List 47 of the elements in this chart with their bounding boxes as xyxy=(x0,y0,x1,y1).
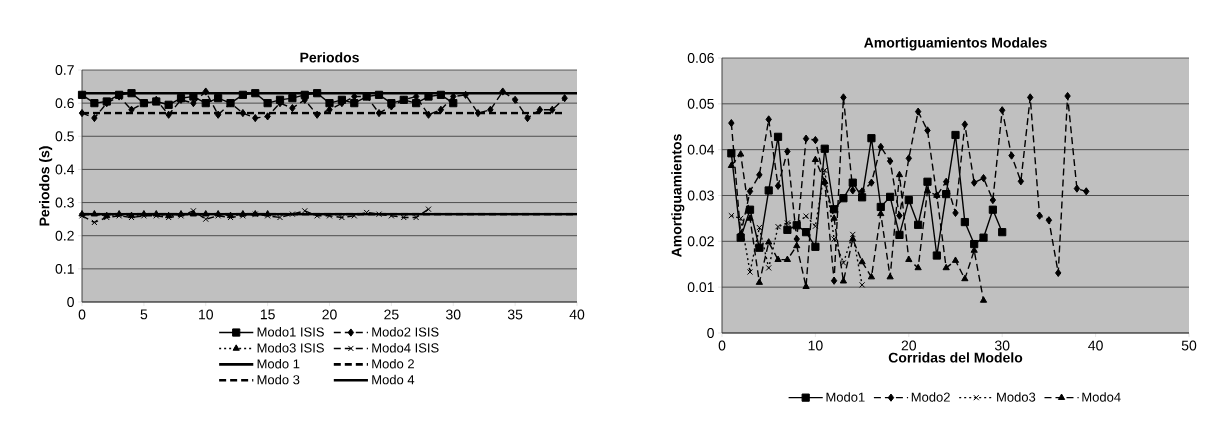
legend-label: Modo4 ISIS xyxy=(372,342,439,353)
legend-label: Modo2 ISIS xyxy=(372,327,439,337)
chart-title: Periodos xyxy=(300,52,359,63)
x-tick-label: 30 xyxy=(446,309,461,320)
y-tick-label: 0.1 xyxy=(55,263,74,274)
y-tick-label: 0.03 xyxy=(687,190,714,201)
legend-label: Modo 3 xyxy=(257,374,300,385)
y-tick-label: 0.3 xyxy=(55,197,74,208)
y-tick-label: 0.7 xyxy=(55,65,74,75)
x-tick-label: 20 xyxy=(322,309,337,320)
y-tick-label: 0.04 xyxy=(687,144,715,155)
x-tick-label: 10 xyxy=(199,309,214,320)
legend-label: Modo1 ISIS xyxy=(257,327,324,337)
y-axis-title: Amortiguamientos xyxy=(671,134,685,257)
y-tick-label: 0.02 xyxy=(687,236,714,247)
x-tick-label: 20 xyxy=(901,340,917,351)
x-tick-label: 50 xyxy=(1181,340,1197,351)
y-tick-label: 0.01 xyxy=(687,282,714,293)
y-axis-title: Periodos (s) xyxy=(39,146,53,226)
y-tick-label: 0 xyxy=(67,297,74,307)
chart-title: Amortiguamientos Modales xyxy=(864,37,1047,51)
x-tick-label: 35 xyxy=(507,309,523,320)
y-tick-label: 0.05 xyxy=(687,98,714,109)
x-axis-title: Corridas del Modelo xyxy=(888,352,1023,363)
legend-label: Modo 1 xyxy=(257,358,300,369)
x-tick-label: 40 xyxy=(569,309,585,320)
x-tick-label: 30 xyxy=(994,340,1010,351)
y-tick-label: 0.4 xyxy=(55,164,75,175)
legend-label: Modo 4 xyxy=(372,374,415,385)
legend-label: Modo 2 xyxy=(372,358,414,369)
y-tick-label: 0.6 xyxy=(55,98,74,109)
x-tick-label: 5 xyxy=(140,309,148,320)
x-tick-label: 15 xyxy=(260,309,275,320)
legend-label: Modo1 xyxy=(826,392,865,402)
legend-label: Modo3 xyxy=(997,392,1036,402)
x-tick-label: 0 xyxy=(718,340,726,351)
legend-label: Modo2 xyxy=(911,392,950,402)
x-tick-label: 0 xyxy=(78,309,86,320)
y-tick-label: 0.2 xyxy=(55,230,74,241)
y-tick-label: 0 xyxy=(707,328,714,338)
x-tick-label: 25 xyxy=(384,309,399,320)
legend-label: Modo4 xyxy=(1082,392,1121,402)
legend-label: Modo3 ISIS xyxy=(257,342,324,353)
x-tick-label: 40 xyxy=(1088,340,1103,351)
y-tick-label: 0.06 xyxy=(687,53,714,63)
y-tick-label: 0.5 xyxy=(55,131,74,142)
x-tick-label: 10 xyxy=(808,340,823,351)
